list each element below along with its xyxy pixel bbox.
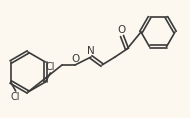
Text: O: O: [71, 54, 79, 64]
Text: N: N: [87, 46, 95, 56]
Text: Cl: Cl: [11, 92, 21, 102]
Text: Cl: Cl: [46, 62, 55, 72]
Text: O: O: [118, 25, 126, 35]
